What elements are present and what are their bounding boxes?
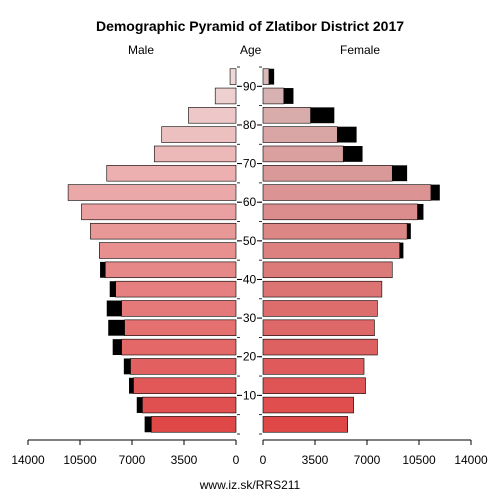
- male-bar-30-34: [121, 300, 237, 317]
- male-excess-5-9: [136, 397, 143, 413]
- female-bar-80-84: [262, 107, 311, 124]
- male-excess-0-4: [144, 416, 152, 433]
- male-header: Male: [128, 43, 155, 57]
- female-bar-0-4: [262, 416, 348, 433]
- tick-labels: 10 20 30 40 50 60 70 80 90 14000 10500 7000 3500 0 350…: [11, 79, 488, 467]
- female-excess-80-84: [310, 107, 335, 124]
- female-bar-75-79: [262, 126, 338, 143]
- female-bar-40-44: [262, 261, 393, 279]
- x-tick-label: 7000: [354, 453, 381, 467]
- male-bar-10-14: [133, 377, 237, 394]
- male-excess-35-39: [109, 281, 116, 298]
- age-tick-label: 90: [243, 79, 257, 93]
- age-tick-label: 70: [243, 157, 257, 171]
- female-bar-70-74: [262, 145, 344, 163]
- male-bar-15-19: [130, 358, 237, 375]
- male-bar-55-59: [81, 203, 237, 221]
- x-tick-label: 14000: [454, 453, 488, 467]
- male-bar-85-89: [214, 87, 237, 105]
- male-excess-25-29: [108, 319, 125, 336]
- female-excess-90+: [268, 68, 275, 85]
- age-tick-label: 50: [243, 234, 257, 248]
- female-bar-45-49: [262, 242, 400, 259]
- age-tick-label: 30: [243, 311, 257, 325]
- female-excess-60-64: [430, 184, 440, 201]
- x-tick-label: 0: [233, 453, 240, 467]
- male-bar-90+: [229, 68, 237, 85]
- x-tick-label: 10500: [63, 453, 97, 467]
- female-bar-30-34: [262, 300, 378, 317]
- male-bar-35-39: [115, 280, 237, 298]
- female-bar-5-9: [262, 396, 354, 414]
- female-bar-65-69: [262, 165, 393, 182]
- age-tick-label: 10: [243, 388, 257, 402]
- female-excess-55-59: [417, 203, 424, 220]
- age-tick-label: 80: [243, 118, 257, 132]
- male-bar-40-44: [104, 261, 237, 279]
- bars: [67, 68, 440, 433]
- male-bar-75-79: [161, 126, 237, 143]
- female-excess-50-54: [407, 223, 411, 240]
- female-header: Female: [340, 43, 381, 57]
- female-excess-45-49: [399, 242, 404, 259]
- x-tick-label: 0: [260, 453, 267, 467]
- axes: [27, 66, 472, 445]
- male-bar-0-4: [151, 416, 237, 433]
- male-bar-80-84: [188, 107, 237, 124]
- x-tick-label: 10500: [402, 453, 436, 467]
- female-bar-10-14: [262, 377, 366, 394]
- female-bar-15-19: [262, 358, 365, 375]
- female-bar-90+: [262, 68, 270, 85]
- female-excess-85-89: [283, 88, 294, 104]
- male-bar-65-69: [106, 165, 237, 182]
- male-bar-20-24: [121, 338, 237, 356]
- male-excess-40-44: [100, 261, 106, 278]
- age-tick-label: 60: [243, 195, 257, 209]
- source-footer: www.iz.sk/RRS211: [199, 478, 301, 492]
- male-bar-45-49: [99, 242, 237, 259]
- male-bar-60-64: [67, 184, 237, 201]
- female-bar-25-29: [262, 319, 375, 336]
- x-tick-label: 14000: [11, 453, 45, 467]
- male-bar-70-74: [153, 145, 237, 163]
- male-excess-10-14: [129, 377, 134, 394]
- male-bar-50-54: [90, 222, 237, 240]
- male-excess-20-24: [112, 339, 122, 355]
- female-bar-20-24: [262, 338, 378, 356]
- age-header: Age: [240, 43, 262, 57]
- chart-title: Demographic Pyramid of Zlatibor District…: [95, 18, 405, 34]
- x-tick-label: 7000: [119, 453, 146, 467]
- male-excess-30-34: [106, 300, 122, 317]
- male-bar-25-29: [124, 319, 237, 336]
- female-bar-50-54: [262, 222, 408, 240]
- female-excess-75-79: [337, 126, 357, 143]
- x-tick-label: 3500: [302, 453, 329, 467]
- age-tick-label: 40: [243, 272, 257, 286]
- age-tick-label: 20: [243, 350, 257, 364]
- female-bar-60-64: [262, 184, 432, 201]
- female-bar-85-89: [262, 87, 285, 105]
- female-excess-70-74: [343, 146, 363, 162]
- male-bar-5-9: [142, 396, 237, 414]
- female-excess-65-69: [392, 165, 408, 182]
- x-tick-label: 3500: [171, 453, 198, 467]
- female-bar-35-39: [262, 280, 383, 298]
- female-bar-55-59: [262, 203, 418, 221]
- male-excess-15-19: [123, 358, 131, 375]
